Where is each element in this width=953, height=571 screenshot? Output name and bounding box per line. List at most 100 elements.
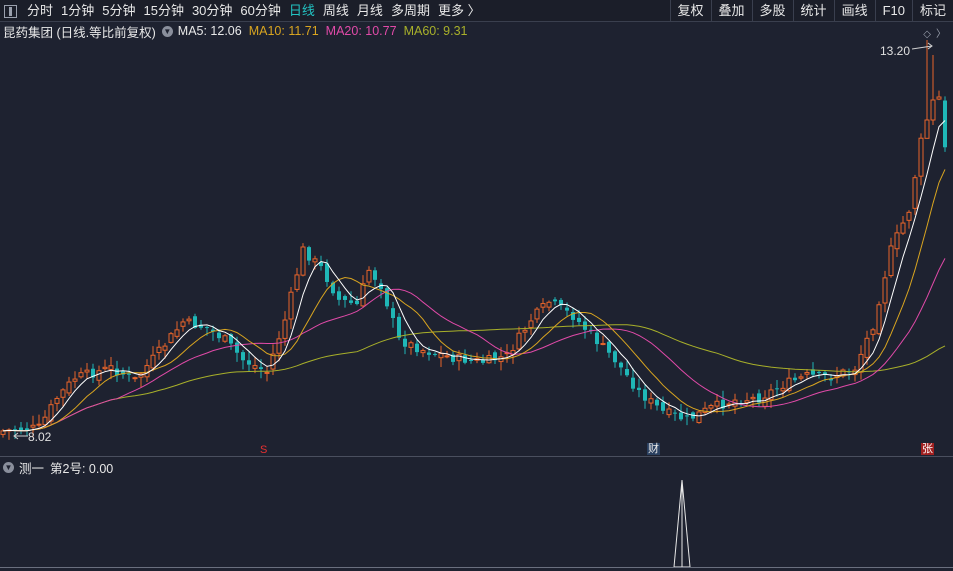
candle-body [397, 316, 401, 338]
candle-body [264, 371, 270, 374]
candle-body [936, 96, 942, 100]
candle-body [360, 283, 366, 307]
candle-body [876, 304, 882, 335]
candle-body [199, 324, 203, 328]
candle-body [451, 354, 455, 362]
candle-body [211, 329, 215, 332]
stock-title: 昆药集团 (日线.等比前复权) [3, 25, 156, 40]
candle-body [36, 423, 42, 426]
candle-body [337, 291, 341, 300]
panel-toggle-icon[interactable] [4, 4, 17, 18]
candle-body [270, 353, 276, 370]
candle-body [882, 277, 888, 304]
pane-separator[interactable] [0, 456, 953, 457]
period-5min[interactable]: 5分钟 [102, 3, 136, 18]
candle-body [102, 366, 108, 370]
chevron-down-icon[interactable]: ▼ [3, 461, 14, 473]
candle-body [373, 270, 377, 280]
candle-body [379, 283, 383, 289]
candle-body [823, 372, 827, 376]
candle-body [643, 389, 647, 401]
candle-body [625, 369, 629, 376]
overlay-button[interactable]: 叠加 [710, 0, 752, 22]
period-weekly[interactable]: 周线 [322, 3, 349, 18]
candle-body [685, 415, 689, 417]
candle-body [247, 360, 251, 365]
candle-body [222, 335, 228, 342]
candle-body [343, 296, 347, 300]
period-15min[interactable]: 15分钟 [143, 3, 184, 18]
candle-body [217, 332, 221, 339]
candle-body [811, 369, 815, 375]
rise-marker[interactable]: 张 [921, 443, 934, 455]
mark-button[interactable]: 标记 [911, 0, 953, 22]
candle-body [282, 319, 288, 339]
period-30min[interactable]: 30分钟 [191, 3, 233, 18]
candle-body [19, 427, 23, 432]
candle-body [30, 424, 36, 428]
candle-body [403, 338, 407, 347]
candle-body [91, 368, 95, 378]
candle-body [319, 262, 323, 267]
candle-body [349, 300, 353, 303]
candle-body [300, 246, 306, 276]
chevron-down-icon[interactable]: ▼ [161, 25, 173, 37]
candle-body [786, 377, 792, 392]
candle-body [894, 232, 900, 250]
finance-marker[interactable]: 财 [647, 443, 660, 455]
ma5-line [2, 120, 946, 432]
candle-body [888, 245, 894, 277]
stats-button[interactable]: 统计 [792, 0, 834, 22]
candle-body [463, 355, 467, 363]
candle-body [930, 99, 936, 121]
candle-body [391, 308, 395, 319]
multi-stock-button[interactable]: 多股 [751, 0, 793, 22]
candle-body [655, 399, 659, 406]
period-60min[interactable]: 60分钟 [240, 3, 281, 18]
period-monthly[interactable]: 月线 [356, 3, 383, 18]
candle-body [193, 316, 197, 328]
ma-legend: 昆药集团 (日线.等比前复权) ▼ MA5: 12.06 MA10: 11.71… [3, 23, 475, 40]
low-price-label: 8.02 [28, 430, 52, 444]
candle-body [571, 311, 575, 320]
candle-body [294, 274, 300, 290]
candle-body [180, 321, 186, 327]
candle-body [162, 345, 168, 351]
diamond-icon[interactable]: ◇ [923, 29, 936, 40]
period-more[interactable]: 更多 〉 [437, 3, 481, 18]
draw-line-button[interactable]: 画线 [833, 0, 875, 22]
low-arrowhead [13, 432, 19, 440]
candle-body [522, 329, 528, 333]
candle-body [96, 370, 102, 381]
candle-body [288, 291, 294, 320]
candle-body [864, 337, 870, 358]
candle-body [768, 389, 774, 401]
period-list: 分时 1分钟 5分钟 15分钟 30分钟 60分钟 日线 周线 月线 多周期 更… [0, 0, 485, 22]
candle-body [696, 411, 702, 424]
candle-body [132, 377, 138, 380]
candle-body [325, 263, 329, 282]
candle-body [775, 388, 779, 390]
candle-body [312, 258, 318, 263]
candle-body [912, 177, 918, 209]
candle-body [870, 329, 876, 335]
period-1min[interactable]: 1分钟 [61, 3, 95, 18]
period-daily[interactable]: 日线 [288, 3, 315, 18]
candlestick-chart[interactable] [0, 40, 953, 445]
candle-body [66, 381, 72, 394]
sub-indicator-value: 第2号: 0.00 [50, 461, 114, 476]
candle-body [276, 338, 282, 354]
candle-body [42, 416, 48, 426]
s-marker[interactable]: S [260, 444, 268, 456]
period-multi[interactable]: 多周期 [390, 3, 430, 18]
f10-button[interactable]: F10 [874, 0, 912, 22]
fuquan-button[interactable]: 复权 [669, 0, 711, 22]
chevron-right-icon[interactable]: 〉 [936, 29, 951, 40]
candle-body [385, 288, 389, 307]
period-fenshi[interactable]: 分时 [27, 3, 54, 18]
sub-indicator-chart[interactable] [0, 475, 953, 570]
candle-body [900, 222, 906, 234]
candle-body [127, 373, 131, 375]
candle-body [793, 377, 797, 381]
